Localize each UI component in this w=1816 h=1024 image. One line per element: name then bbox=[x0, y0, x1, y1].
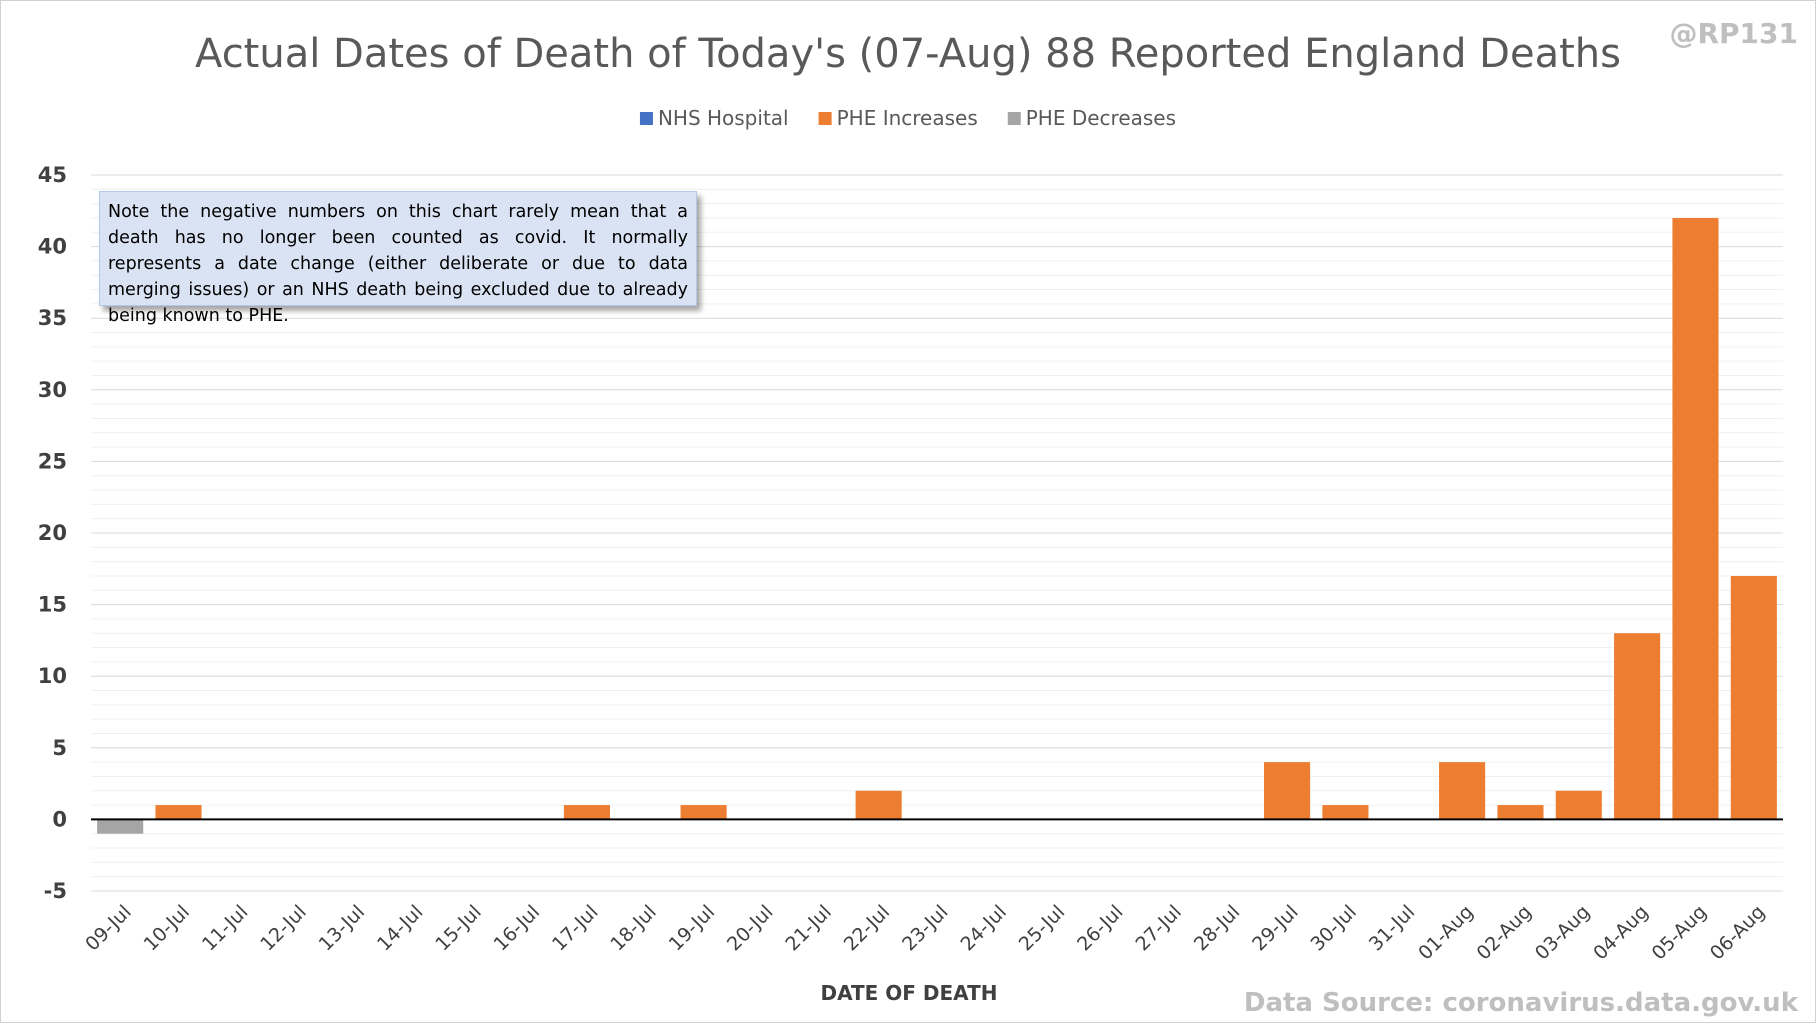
x-tick-label: 23-Jul bbox=[898, 901, 952, 955]
legend-item-phe-decreases: PHE Decreases bbox=[1007, 106, 1176, 130]
x-tick-label: 18-Jul bbox=[606, 901, 660, 955]
legend-item-nhs-hospital: NHS Hospital bbox=[639, 106, 789, 130]
y-axis-ticks: -5 0 5 10 15 20 25 30 35 40 45 bbox=[38, 163, 67, 903]
legend-label: NHS Hospital bbox=[658, 106, 789, 130]
y-tick-label: 5 bbox=[52, 736, 67, 760]
x-tick-label: 25-Jul bbox=[1015, 901, 1069, 955]
bar-19-Jul-phe-increases bbox=[680, 805, 727, 820]
x-tick-label: 09-Jul bbox=[81, 901, 135, 955]
bar-10-Jul-phe-increases bbox=[155, 805, 202, 820]
y-tick-label: 35 bbox=[38, 306, 67, 330]
y-tick-label: -5 bbox=[44, 879, 67, 903]
bar-17-Jul-phe-increases bbox=[563, 805, 610, 820]
x-tick-label: 06-Aug bbox=[1706, 901, 1769, 964]
x-tick-label: 19-Jul bbox=[665, 901, 719, 955]
data-source-label: Data Source: coronavirus.data.gov.uk bbox=[1244, 988, 1799, 1018]
bar-05-Aug-phe-increases bbox=[1672, 217, 1719, 820]
x-tick-label: 01-Aug bbox=[1414, 901, 1477, 964]
x-tick-label: 20-Jul bbox=[723, 901, 777, 955]
y-tick-label: 45 bbox=[38, 163, 67, 187]
x-tick-label: 24-Jul bbox=[956, 901, 1010, 955]
x-tick-label: 30-Jul bbox=[1306, 901, 1360, 955]
y-tick-label: 0 bbox=[52, 807, 67, 831]
bar-09-Jul-phe-decreases bbox=[97, 819, 144, 834]
x-tick-label: 10-Jul bbox=[140, 901, 194, 955]
x-tick-label: 27-Jul bbox=[1131, 901, 1185, 955]
x-tick-label: 21-Jul bbox=[781, 901, 835, 955]
x-tick-label: 29-Jul bbox=[1248, 901, 1302, 955]
legend-label: PHE Decreases bbox=[1026, 106, 1176, 130]
bar-22-Jul-phe-increases bbox=[855, 790, 902, 820]
x-tick-label: 13-Jul bbox=[315, 901, 369, 955]
y-tick-label: 30 bbox=[38, 378, 67, 402]
bar-29-Jul-phe-increases bbox=[1264, 762, 1311, 820]
gridlines bbox=[91, 174, 1783, 892]
x-tick-label: 31-Jul bbox=[1365, 901, 1419, 955]
chart-title: Actual Dates of Death of Today's (07-Aug… bbox=[195, 31, 1621, 77]
bar-03-Aug-phe-increases bbox=[1555, 790, 1602, 820]
bar-04-Aug-phe-increases bbox=[1614, 633, 1661, 820]
y-tick-label: 40 bbox=[38, 235, 67, 259]
bar-02-Aug-phe-increases bbox=[1497, 805, 1544, 820]
x-tick-label: 05-Aug bbox=[1648, 901, 1711, 964]
bars bbox=[97, 217, 1777, 834]
x-tick-label: 02-Aug bbox=[1473, 901, 1536, 964]
x-tick-label: 26-Jul bbox=[1073, 901, 1127, 955]
x-tick-label: 03-Aug bbox=[1531, 901, 1594, 964]
legend-swatch bbox=[818, 112, 832, 125]
x-tick-label: 17-Jul bbox=[548, 901, 602, 955]
x-tick-label: 22-Jul bbox=[840, 901, 894, 955]
x-tick-label: 28-Jul bbox=[1190, 901, 1244, 955]
bar-06-Aug-phe-increases bbox=[1730, 575, 1777, 820]
x-tick-label: 12-Jul bbox=[256, 901, 310, 955]
x-axis-label: DATE OF DEATH bbox=[821, 981, 998, 1005]
x-tick-label: 16-Jul bbox=[490, 901, 544, 955]
legend-item-phe-increases: PHE Increases bbox=[818, 106, 978, 130]
bar-01-Aug-phe-increases bbox=[1439, 762, 1486, 820]
y-tick-label: 20 bbox=[38, 521, 67, 545]
note-box: Note the negative numbers on this chart … bbox=[99, 191, 697, 326]
y-tick-label: 15 bbox=[38, 593, 67, 617]
bar-30-Jul-phe-increases bbox=[1322, 805, 1369, 820]
legend-label: PHE Increases bbox=[837, 106, 978, 130]
y-tick-label: 25 bbox=[38, 449, 67, 473]
x-tick-label: 15-Jul bbox=[431, 901, 485, 955]
y-tick-label: 10 bbox=[38, 664, 67, 688]
watermark-label: @RP131 bbox=[1669, 17, 1798, 50]
x-axis-ticks: 09-Jul 10-Jul 11-Jul 12-Jul 13-Jul 14-Jul 15-J… bbox=[81, 901, 1769, 964]
x-tick-label: 11-Jul bbox=[198, 901, 252, 955]
x-tick-label: 14-Jul bbox=[373, 901, 427, 955]
x-tick-label: 04-Aug bbox=[1589, 901, 1652, 964]
legend-swatch bbox=[1007, 112, 1021, 125]
legend: NHS Hospital PHE Increases PHE Decreases bbox=[639, 106, 1176, 130]
legend-swatch bbox=[639, 112, 653, 125]
